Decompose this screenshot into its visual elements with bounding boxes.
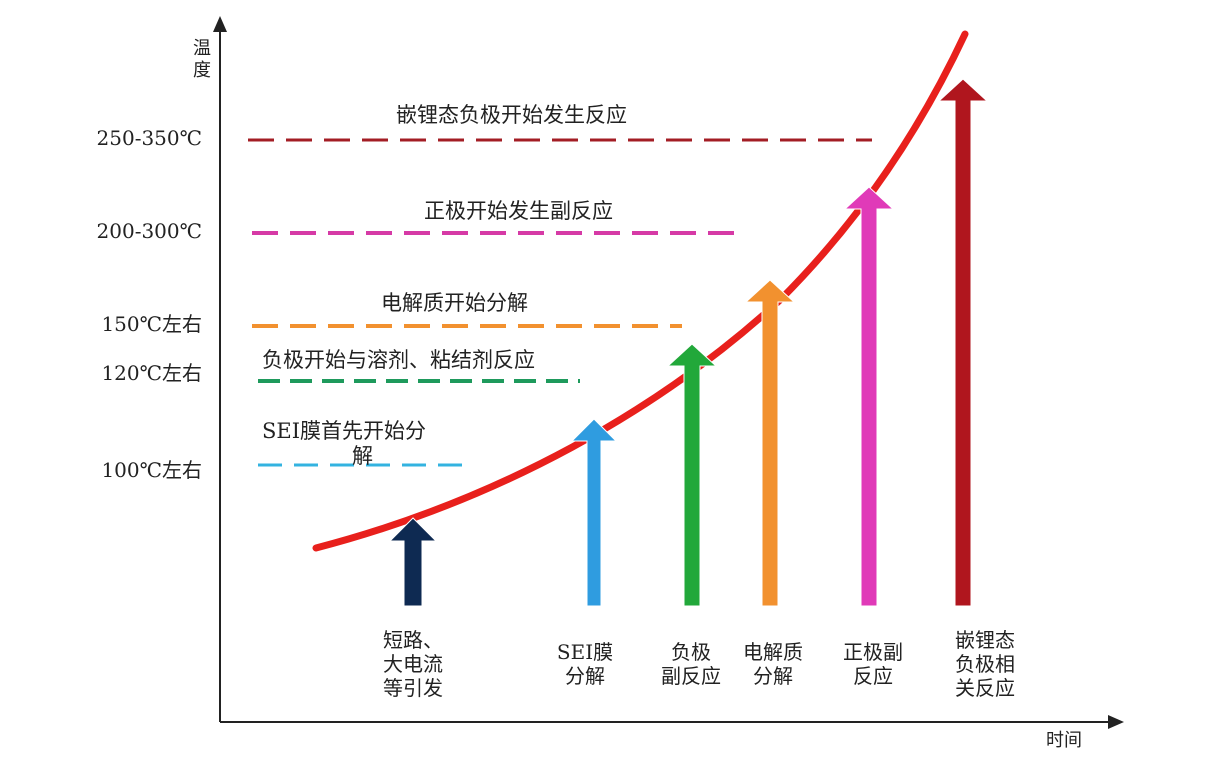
x-axis-label: 时间 <box>1046 730 1082 751</box>
temp-label-100: 100℃左右 <box>101 458 202 482</box>
level-title-anode-solvent: 负极开始与溶剂、粘结剂反应 <box>262 348 535 372</box>
stage-caption-line: 嵌锂态 <box>955 628 1015 652</box>
arrow-lithiated-anode-reaction <box>937 78 989 607</box>
stage-caption-cathode: 正极副 反应 <box>818 640 928 688</box>
level-title-sei-line1: SEI膜首先开始分 <box>262 419 427 443</box>
temp-label-150: 150℃左右 <box>101 312 202 336</box>
stage-caption-short-circuit: 短路、 大电流 等引发 <box>358 628 468 700</box>
level-title-lithiated-anode: 嵌锂态负极开始发生反应 <box>396 103 627 127</box>
level-title-electrolyte: 电解质开始分解 <box>381 291 528 315</box>
stage-caption-line: 分解 <box>565 664 605 688</box>
x-axis-arrowhead <box>1108 715 1124 729</box>
stage-caption-line: 分解 <box>753 664 793 688</box>
stage-caption-line: SEI膜 <box>556 640 614 664</box>
stage-caption-lithiated-anode: 嵌锂态 负极相 关反应 <box>930 628 1040 700</box>
y-axis-label-line2: 度 <box>193 60 211 81</box>
arrow-short-circuit <box>388 517 438 607</box>
level-title-cathode: 正极开始发生副反应 <box>424 199 613 223</box>
temperature-curve <box>312 30 969 552</box>
temp-label-120: 120℃左右 <box>101 361 202 385</box>
y-axis-label-line1: 温 <box>193 38 211 59</box>
arrow-electrolyte-decomposition <box>744 279 796 607</box>
stage-caption-line: 关反应 <box>955 676 1015 700</box>
temp-label-200-300: 200-300℃ <box>96 219 202 243</box>
arrow-cathode-side-reaction <box>843 186 895 607</box>
stage-caption-line: 电解质 <box>743 640 803 664</box>
stage-caption-line: 反应 <box>853 664 893 688</box>
arrow-anode-side-reaction <box>666 343 718 607</box>
stage-caption-line: 等引发 <box>383 676 443 700</box>
stage-caption-electrolyte: 电解质 分解 <box>718 640 828 688</box>
stage-caption-line: 副反应 <box>661 664 721 688</box>
stage-caption-sei: SEI膜 分解 <box>530 640 640 688</box>
stage-caption-line: 短路、 <box>383 628 443 652</box>
stage-caption-line: 负极相 <box>955 652 1015 676</box>
stage-caption-line: 正极副 <box>843 640 903 664</box>
stage-caption-anode: 负极 副反应 <box>636 640 746 688</box>
stage-caption-line: 负极 <box>671 640 711 664</box>
arrow-sei-decomposition <box>570 418 618 607</box>
level-title-sei-line2: 解 <box>352 444 373 468</box>
temp-label-250-350: 250-350℃ <box>96 126 202 150</box>
y-axis-arrowhead <box>213 16 227 32</box>
stage-caption-line: 大电流 <box>383 652 443 676</box>
